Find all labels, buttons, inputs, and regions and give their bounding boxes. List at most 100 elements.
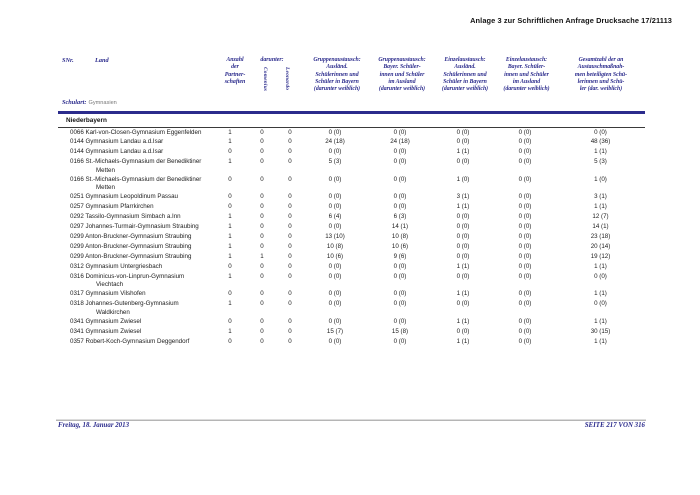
row-value: 1 (228, 158, 232, 166)
row-value: 0 (0) (456, 242, 470, 250)
row-value: 0 (0) (393, 290, 407, 298)
row-value: 0 (260, 262, 264, 270)
row-value: 1 (228, 213, 232, 221)
row-value: 0 (260, 290, 264, 298)
row-value: 20 (14) (590, 242, 611, 250)
school-name: 0144 Gymnasium Landau a.d.Isar (70, 148, 164, 156)
row-value: 0 (288, 203, 292, 211)
column-header-land: Land (95, 57, 109, 64)
row-value: 10 (8) (391, 233, 409, 241)
row-value: 1 (228, 128, 232, 136)
row-value: 0 (0) (518, 203, 532, 211)
row-value: 1 (0) (456, 175, 470, 183)
row-value: 0 (260, 158, 264, 166)
row-value: 0 (228, 290, 232, 298)
row-value: 15 (7) (326, 327, 344, 335)
row-value: 0 (260, 337, 264, 345)
schulart-value: Gymnasien (88, 100, 117, 106)
row-value: 0 (0) (456, 138, 470, 146)
row-value: 0 (260, 213, 264, 221)
row-value: 0 (288, 272, 292, 280)
row-value: 10 (6) (391, 242, 409, 250)
row-value: 1 (1) (456, 337, 470, 345)
row-value: 0 (0) (393, 262, 407, 270)
row-value: 0 (0) (594, 300, 607, 308)
row-value: 30 (15) (590, 327, 611, 335)
column-header-partnerschaften: Anzahl der Partner- schaften (224, 57, 246, 86)
row-value: 0 (288, 223, 292, 231)
row-value: 0 (0) (393, 148, 407, 156)
row-value: 1 (1) (594, 148, 607, 156)
row-value: 0 (288, 233, 292, 241)
row-value: 0 (0) (328, 290, 342, 298)
column-header-einzelaustausch-bayer: Einzelaustausch: Bayer. Schüler- innen u… (503, 57, 550, 93)
row-value: 1 (1) (594, 317, 607, 325)
row-value: 0 (288, 337, 292, 345)
table-row: 0357 Robert-Koch-Gymnasium Deggendorf 0 0 0… (58, 337, 645, 347)
row-value: 0 (260, 128, 264, 136)
school-name: 0297 Johannes-Turmair-Gymnasium Straubin… (70, 223, 199, 231)
row-value: 0 (228, 317, 232, 325)
row-value: 0 (0) (518, 300, 532, 308)
schulart-line: Schulart: Gymnasien (62, 99, 117, 106)
row-value: 0 (0) (328, 193, 342, 201)
row-value: 0 (0) (456, 158, 470, 166)
row-value: 0 (288, 317, 292, 325)
table-row: 0341 Gymnasium Zwiesel 1 0 0 15 (7) 15 (8) 0 (… (58, 327, 645, 337)
row-value: 0 (0) (393, 272, 407, 280)
row-value: 0 (0) (518, 337, 532, 345)
school-name: 0292 Tassilo-Gymnasium Simbach a.Inn (70, 213, 181, 221)
school-name: 0257 Gymnasium Pfarrkirchen (70, 203, 154, 211)
row-value: 1 (1) (456, 290, 470, 298)
table-row: 0316 Dominicus-von-Linprun-Gymnasium Viec… (58, 272, 645, 290)
table-row: 0317 Gymnasium Vilshofen 0 0 0 0 (0) 0 (0) 1 (… (58, 289, 645, 299)
row-value: 0 (0) (328, 272, 342, 280)
row-value: 12 (7) (592, 213, 609, 221)
row-value: 0 (0) (518, 252, 532, 260)
row-value: 0 (0) (518, 175, 532, 183)
row-value: 0 (0) (594, 272, 607, 280)
school-name: 0357 Robert-Koch-Gymnasium Deggendorf (70, 337, 190, 345)
row-value: 0 (0) (456, 252, 470, 260)
row-value: 15 (8) (391, 327, 409, 335)
table-row: 0297 Johannes-Turmair-Gymnasium Straubin… (58, 222, 645, 232)
row-value: 0 (0) (518, 327, 532, 335)
row-value: 9 (6) (393, 252, 407, 260)
row-value: 0 (0) (456, 128, 470, 136)
row-value: 0 (0) (456, 272, 470, 280)
column-header-gruppenaustausch-bayer: Gruppenaustausch: Bayer. Schüler- innen … (378, 57, 426, 93)
row-value: 1 (228, 252, 232, 260)
row-value: 0 (288, 213, 292, 221)
row-value: 0 (288, 175, 292, 183)
row-value: 0 (260, 193, 264, 201)
row-value: 0 (0) (456, 233, 470, 241)
table-row: 0299 Anton-Bruckner-Gymnasium Straubing 1… (58, 232, 645, 242)
row-value: 1 (228, 233, 232, 241)
row-value: 3 (1) (594, 193, 607, 201)
table-row: 0144 Gymnasium Landau a.d.Isar 0 0 0 0 (0) 0 … (58, 147, 645, 157)
row-value: 1 (1) (594, 290, 607, 298)
row-value: 0 (288, 128, 292, 136)
row-value: 0 (0) (456, 213, 470, 221)
row-value: 0 (0) (328, 300, 342, 308)
school-name: 0144 Gymnasium Landau a.d.Isar (70, 138, 164, 146)
school-name: 0312 Gymnasium Untergriesbach (70, 262, 163, 270)
row-value: 3 (1) (456, 193, 470, 201)
row-value: 0 (0) (518, 213, 532, 221)
row-value: 0 (260, 272, 264, 280)
row-value: 1 (228, 242, 232, 250)
row-value: 1 (1) (456, 262, 470, 270)
row-value: 0 (228, 203, 232, 211)
row-value: 1 (1) (594, 262, 607, 270)
row-value: 24 (18) (390, 138, 410, 146)
row-value: 0 (260, 203, 264, 211)
row-value: 0 (0) (456, 300, 470, 308)
school-name: 0341 Gymnasium Zwiesel (70, 317, 142, 325)
row-value: 0 (0) (518, 290, 532, 298)
school-name: 0318 Johannes-Gutenberg-Gymnasium Waldkir… (70, 300, 179, 316)
row-value: 0 (0) (518, 242, 532, 250)
column-header-gruppenaustausch-auslaend: Gruppenaustausch: Ausländ. Schülerinnen … (313, 57, 361, 93)
row-value: 0 (0) (594, 128, 607, 136)
row-value: 1 (1) (456, 317, 470, 325)
